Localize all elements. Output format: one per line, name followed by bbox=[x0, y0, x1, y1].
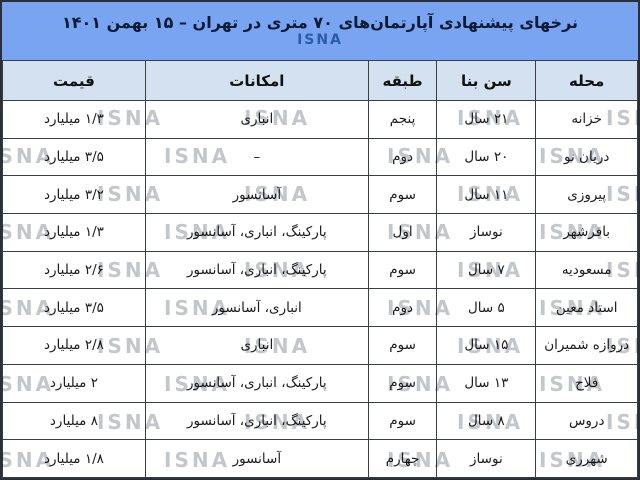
table-row: مسعودیه ۷ سال سوم پارکینگ، انباری، آسانسور ۲… bbox=[2, 250, 638, 290]
table-cell: اول bbox=[367, 213, 438, 252]
table-cell: سوم bbox=[367, 175, 438, 215]
table-cell: باقرشهر bbox=[535, 213, 638, 252]
table-cell: ۷ سال bbox=[436, 250, 537, 290]
table-row: پیروزی ۱۱ سال سوم آسانسور ۳/۲ میلیارد bbox=[2, 175, 638, 215]
table-cell: ۳/۵ میلیارد bbox=[2, 137, 146, 177]
table-cell: سوم bbox=[367, 401, 438, 441]
table-cell: دروس bbox=[535, 401, 638, 441]
table-cell: ۲۱ سال bbox=[436, 100, 537, 139]
table-cell: ۸ سال bbox=[436, 401, 537, 441]
table-cell: مسعودیه bbox=[535, 250, 638, 290]
table-cell: پنجم bbox=[367, 100, 438, 139]
table-cell: نوساز bbox=[436, 439, 537, 478]
table-cell: پیروزی bbox=[535, 175, 638, 215]
table-cell: نوساز bbox=[436, 213, 537, 252]
table-row: باقرشهر نوساز اول پارکینگ، انباری، آسانسور ۱… bbox=[2, 213, 638, 252]
table-cell: دوم bbox=[367, 137, 438, 177]
table-cell: ۸ میلیارد bbox=[2, 401, 146, 441]
table-cell: استاد معین bbox=[535, 288, 638, 328]
table-cell: ۲/۸ میلیارد bbox=[2, 326, 146, 365]
table-cell: ۱۱ سال bbox=[436, 175, 537, 215]
table-header: محله سن بنا طبقه امکانات قیمت bbox=[2, 60, 638, 101]
table-cell: ۱۵ سال bbox=[436, 326, 537, 365]
table-cell: دروازه شمیران bbox=[535, 326, 638, 365]
isna-logo: ISNA bbox=[297, 32, 343, 49]
table-cell: خزانه bbox=[535, 100, 638, 139]
table-cell: دریان نو bbox=[535, 137, 638, 177]
table-cell: آسانسور bbox=[144, 175, 369, 215]
table-cell: ۲۰ سال bbox=[436, 137, 537, 177]
table-cell: پارکینگ، انباری، آسانسور bbox=[144, 363, 369, 403]
table-cell: سوم bbox=[367, 326, 438, 365]
table-cell: سوم bbox=[367, 363, 438, 403]
table-row: استاد معین ۵ سال دوم انباری، آسانسور ۳/۵ میل… bbox=[2, 288, 638, 328]
column-header-3: امکانات bbox=[144, 60, 369, 101]
table-cell: – bbox=[144, 137, 369, 177]
table-cell: ۱/۸ میلیارد bbox=[2, 439, 146, 478]
table-row: دریان نو ۲۰ سال دوم –۳/۵ میلیارد bbox=[2, 137, 638, 177]
table-row: فلاح ۱۳ سال سوم پارکینگ، انباری، آسانسور ۲ م… bbox=[2, 363, 638, 403]
table-header-row: محله سن بنا طبقه امکانات قیمت bbox=[2, 60, 638, 101]
table-cell: پارکینگ، انباری، آسانسور bbox=[144, 213, 369, 252]
table-cell: ۳/۵ میلیارد bbox=[2, 288, 146, 328]
table-cell: انباری، آسانسور bbox=[144, 288, 369, 328]
table-row: دروس ۸ سال سوم پارکینگ، انباری، آسانسور ۸ می… bbox=[2, 401, 638, 441]
table-cell: ۲/۶ میلیارد bbox=[2, 250, 146, 290]
table-cell: انباری bbox=[144, 326, 369, 365]
column-header-2: طبقه bbox=[367, 60, 438, 101]
table-cell: ۱۳ سال bbox=[436, 363, 537, 403]
column-header-1: سن بنا bbox=[436, 60, 537, 101]
table-row: خزانه ۲۱ سال پنجم انباری ۱/۳ میلیارد bbox=[2, 100, 638, 139]
table-cell: فلاح bbox=[535, 363, 638, 403]
table-cell: آسانسور bbox=[144, 439, 369, 478]
table-body: خزانه ۲۱ سال پنجم انباری ۱/۳ میلیارد دریان نو… bbox=[2, 100, 638, 478]
table-cell: سوم bbox=[367, 250, 438, 290]
table-cell: انباری bbox=[144, 100, 369, 139]
table-cell: ۳/۲ میلیارد bbox=[2, 175, 146, 215]
table-cell: ۱/۳ میلیارد bbox=[2, 213, 146, 252]
column-header-4: قیمت bbox=[2, 60, 146, 101]
table-cell: ۱/۳ میلیارد bbox=[2, 100, 146, 139]
table-cell: پارکینگ، انباری، آسانسور bbox=[144, 250, 369, 290]
table-cell: ۲ میلیارد bbox=[2, 363, 146, 403]
column-header-0: محله bbox=[535, 60, 638, 101]
table-cell: ۵ سال bbox=[436, 288, 537, 328]
page-title: نرخهای پیشنهادی آپارتمان‌های ۷۰ متری در … bbox=[61, 13, 579, 33]
table-row: شهرری نوساز چهارم آسانسور ۱/۸ میلیارد bbox=[2, 439, 638, 478]
table-row: دروازه شمیران ۱۵ سال سوم انباری ۲/۸ میلیارد bbox=[2, 326, 638, 365]
table-cell: شهرری bbox=[535, 439, 638, 478]
apartment-price-table: محله سن بنا طبقه امکانات قیمت خزانه ۲۱ سال پنج… bbox=[2, 60, 638, 478]
table-cell: چهارم bbox=[367, 439, 438, 478]
table-cell: پارکینگ، انباری، آسانسور bbox=[144, 401, 369, 441]
banner: نرخهای پیشنهادی آپارتمان‌های ۷۰ متری در … bbox=[2, 2, 638, 60]
table-cell: دوم bbox=[367, 288, 438, 328]
